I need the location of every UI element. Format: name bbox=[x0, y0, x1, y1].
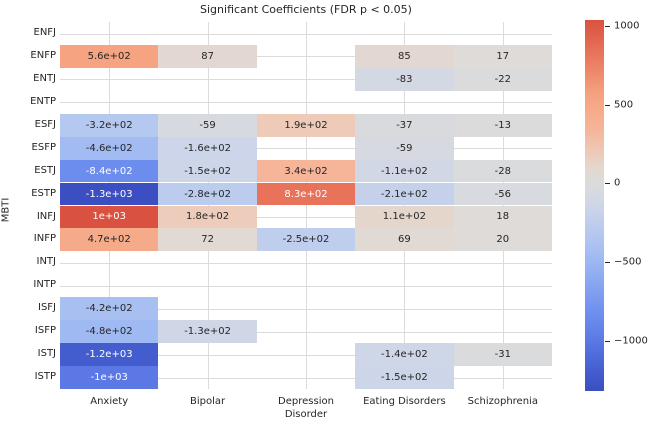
horizontal-gridline bbox=[60, 285, 552, 287]
y-tick-label: ENTJ bbox=[33, 72, 56, 84]
colorbar-tickmark bbox=[605, 183, 610, 185]
heatmap-cell: 17 bbox=[453, 44, 552, 68]
heatmap-cell: 1.8e+02 bbox=[158, 205, 257, 229]
heatmap-cell: -4.6e+02 bbox=[60, 136, 159, 160]
heatmap-cell: -1.1e+02 bbox=[355, 159, 454, 183]
horizontal-gridline bbox=[60, 79, 552, 81]
heatmap-cell: -3.2e+02 bbox=[60, 113, 159, 137]
heatmap-cell: 20 bbox=[453, 228, 552, 252]
horizontal-gridline bbox=[60, 354, 552, 356]
colorbar-tick-label: 1000 bbox=[614, 20, 640, 32]
heatmap-cell: 5.6e+02 bbox=[60, 44, 159, 68]
y-tick-label: ISFP bbox=[34, 325, 56, 337]
heatmap-cell: -1.5e+02 bbox=[355, 366, 454, 389]
colorbar-tick-label: −500 bbox=[614, 256, 642, 268]
heatmap-cell: 3.4e+02 bbox=[256, 159, 356, 183]
heatmap-cell: 69 bbox=[355, 228, 454, 252]
heatmap-cell: 1.1e+02 bbox=[355, 205, 454, 229]
vertical-gridline bbox=[306, 22, 307, 389]
x-tick-label: Depression Disorder bbox=[278, 396, 334, 420]
heatmap-cell: -4.8e+02 bbox=[60, 320, 159, 344]
heatmap-cell: -28 bbox=[453, 159, 552, 183]
heatmap-cell: -59 bbox=[158, 113, 257, 137]
heatmap-cell: -2.1e+02 bbox=[355, 182, 454, 206]
heatmap-cell: 18 bbox=[453, 205, 552, 229]
colorbar-tickmark bbox=[605, 104, 610, 106]
y-tick-label: ENTP bbox=[30, 95, 56, 107]
colorbar-tickmark bbox=[605, 25, 610, 27]
heatmap-cell: -59 bbox=[355, 136, 454, 160]
heatmap-cell: 1.9e+02 bbox=[256, 113, 356, 137]
x-tick-label: Eating Disorders bbox=[363, 396, 446, 407]
heatmap-cell: -4.2e+02 bbox=[60, 297, 159, 321]
horizontal-gridline bbox=[60, 33, 552, 35]
colorbar bbox=[585, 20, 604, 391]
heatmap-cell: -37 bbox=[355, 113, 454, 137]
y-tick-label: ESFJ bbox=[34, 118, 56, 130]
horizontal-gridline bbox=[60, 262, 552, 264]
heatmap-cell: -2.8e+02 bbox=[158, 182, 257, 206]
x-tick-label: Anxiety bbox=[90, 396, 129, 407]
y-tick-label: ENFJ bbox=[33, 27, 57, 38]
heatmap-cell: 85 bbox=[355, 44, 454, 68]
chart-title: Significant Coefficients (FDR p < 0.05) bbox=[200, 3, 412, 16]
y-tick-label: ESTJ bbox=[34, 164, 56, 176]
heatmap-cell: -13 bbox=[453, 113, 552, 137]
heatmap-cell: 1e+03 bbox=[60, 205, 159, 229]
heatmap-cell: -8.4e+02 bbox=[60, 159, 159, 183]
y-tick-label: INTP bbox=[33, 279, 56, 291]
heatmap-cell: -1.3e+03 bbox=[60, 182, 159, 206]
heatmap-cell: -1e+03 bbox=[60, 366, 159, 389]
horizontal-gridline bbox=[60, 148, 552, 150]
y-tick-label: ESTP bbox=[31, 187, 56, 199]
horizontal-gridline bbox=[60, 56, 552, 58]
horizontal-gridline bbox=[60, 308, 552, 310]
heatmap-cell: -83 bbox=[355, 67, 454, 91]
horizontal-gridline bbox=[60, 102, 552, 104]
y-tick-label: ISTJ bbox=[37, 348, 56, 360]
y-tick-label: ISTP bbox=[34, 371, 56, 383]
colorbar-tick-label: −1000 bbox=[614, 335, 648, 347]
heatmap-cell: -1.4e+02 bbox=[355, 343, 454, 366]
heatmap-cell: 72 bbox=[158, 228, 257, 252]
y-tick-label: ESFP bbox=[31, 141, 56, 153]
colorbar-tickmark bbox=[605, 340, 610, 342]
heatmap-cell: -31 bbox=[453, 343, 552, 366]
heatmap-cell: -1.2e+03 bbox=[60, 343, 159, 366]
y-tick-label: ISFJ bbox=[38, 302, 56, 314]
x-tick-label: Schizophrenia bbox=[467, 396, 538, 407]
heatmap-cell: 87 bbox=[158, 44, 257, 68]
heatmap-cell: -1.5e+02 bbox=[158, 159, 257, 183]
y-tick-label: INTJ bbox=[36, 256, 57, 268]
y-tick-label: INFP bbox=[33, 233, 56, 245]
colorbar-tick-label: 500 bbox=[614, 99, 634, 110]
y-tick-label: INFJ bbox=[36, 210, 56, 222]
heatmap-cell: -2.5e+02 bbox=[256, 228, 356, 252]
horizontal-gridline bbox=[60, 331, 552, 333]
heatmap-cell: -1.3e+02 bbox=[158, 320, 257, 344]
colorbar-tick-label: 0 bbox=[614, 177, 621, 189]
horizontal-gridline bbox=[60, 377, 552, 379]
horizontal-gridline bbox=[60, 217, 552, 218]
y-tick-label: ENFP bbox=[30, 49, 56, 61]
colorbar-tickmark bbox=[605, 262, 610, 264]
heatmap-cell: -1.6e+02 bbox=[158, 136, 257, 160]
heatmap-plot: 5.6e+02 87 85 17 -83 -22 -3.2e+02 -59 1.9e+02 -37… bbox=[60, 22, 552, 389]
x-tick-label: Bipolar bbox=[190, 396, 226, 407]
heatmap-cell: 8.3e+02 bbox=[256, 182, 356, 206]
heatmap-cell: -56 bbox=[453, 182, 552, 206]
heatmap-cell: 4.7e+02 bbox=[60, 228, 159, 252]
heatmap-cell: -22 bbox=[453, 67, 552, 91]
